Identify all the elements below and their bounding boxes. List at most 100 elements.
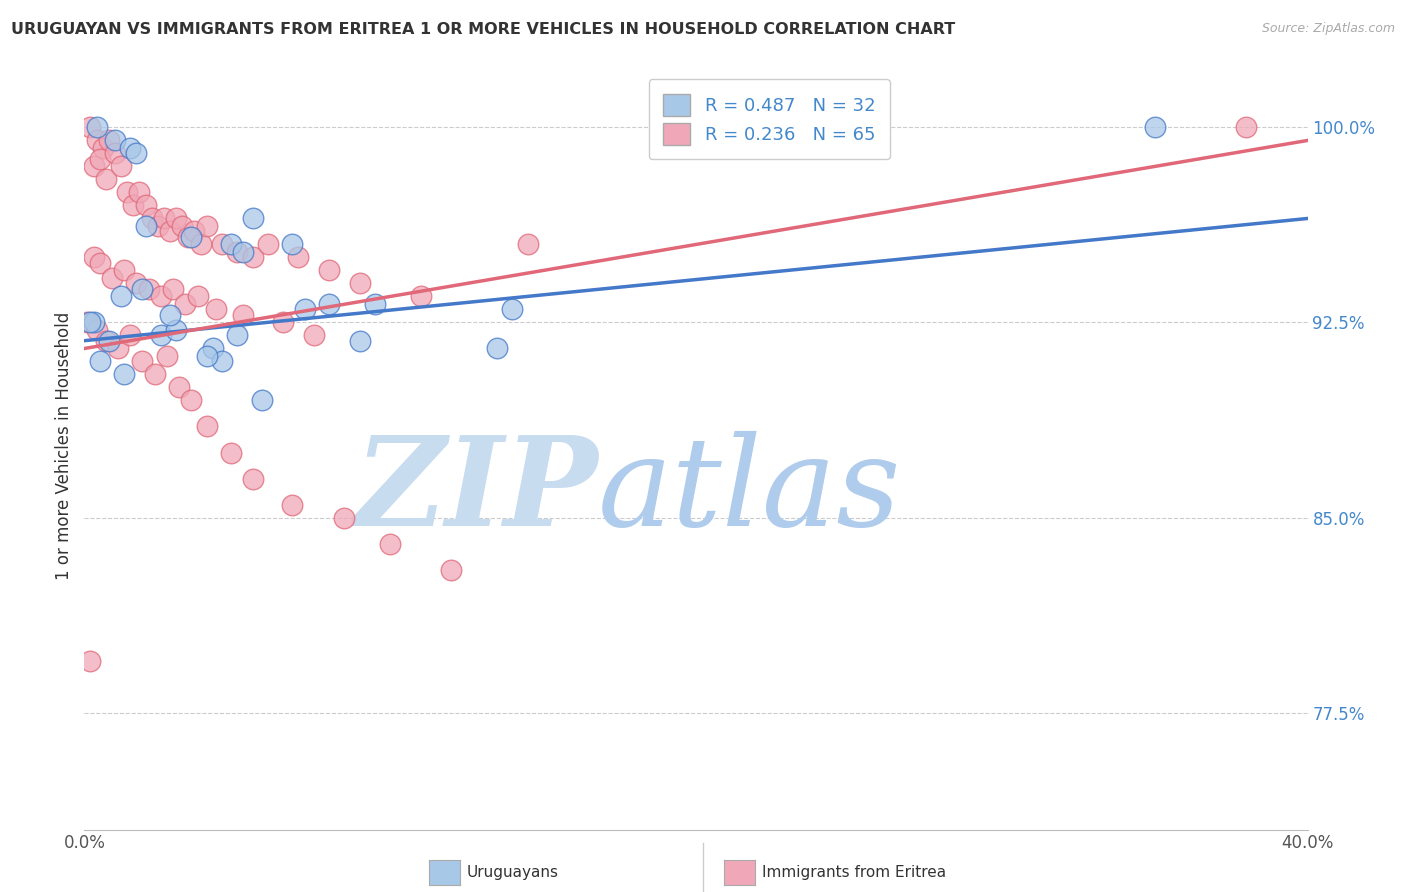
Point [302, 328, 325, 343]
Point [226, 245, 249, 260]
Point [287, 251, 309, 265]
Point [318, 263, 340, 277]
Point [135, 198, 157, 212]
Text: URUGUAYAN VS IMMIGRANTS FROM ERITREA 1 OR MORE VEHICLES IN HOUSEHOLD CORRELATION: URUGUAYAN VS IMMIGRANTS FROM ERITREA 1 O… [11, 22, 956, 37]
Point [94, 334, 117, 348]
Point [177, 229, 200, 244]
Text: Immigrants from Eritrea: Immigrants from Eritrea [762, 865, 946, 880]
Point [232, 245, 254, 260]
Point [195, 419, 218, 434]
Point [120, 141, 142, 155]
Point [135, 219, 157, 234]
Point [281, 498, 304, 512]
Text: Source: ZipAtlas.com: Source: ZipAtlas.com [1261, 22, 1395, 36]
Point [115, 186, 138, 200]
Point [1236, 120, 1258, 135]
Point [143, 368, 166, 382]
Point [281, 237, 304, 252]
Point [153, 211, 176, 226]
Point [180, 229, 202, 244]
Point [146, 219, 169, 234]
Point [211, 237, 233, 252]
Point [159, 308, 181, 322]
Point [364, 297, 387, 311]
Point [131, 282, 153, 296]
Point [97, 133, 120, 147]
Point [79, 654, 101, 668]
Point [219, 237, 242, 252]
Point [83, 251, 105, 265]
Point [380, 536, 402, 550]
Point [242, 211, 264, 226]
Point [502, 302, 524, 317]
Point [409, 289, 432, 303]
Point [76, 316, 98, 330]
Point [79, 316, 101, 330]
Point [107, 342, 129, 356]
Point [486, 342, 509, 356]
Point [211, 354, 233, 368]
Point [141, 211, 163, 226]
Point [318, 297, 340, 311]
Point [159, 224, 181, 238]
Point [250, 393, 273, 408]
Point [125, 146, 148, 161]
Point [89, 354, 111, 368]
Point [110, 289, 132, 303]
Point [97, 334, 120, 348]
Point [83, 316, 105, 330]
Point [156, 349, 179, 363]
Point [162, 282, 184, 296]
Point [232, 308, 254, 322]
Point [89, 255, 111, 269]
Text: Uruguayans: Uruguayans [467, 865, 558, 880]
Point [112, 368, 135, 382]
Point [333, 510, 356, 524]
Point [205, 302, 228, 317]
Point [91, 141, 114, 155]
Point [294, 302, 316, 317]
Point [440, 562, 463, 576]
Point [271, 316, 294, 330]
Point [149, 328, 172, 343]
Point [104, 146, 127, 161]
Point [183, 224, 205, 238]
Point [190, 237, 212, 252]
Point [110, 160, 132, 174]
Point [149, 289, 172, 303]
Point [89, 152, 111, 166]
Text: ZIP: ZIP [354, 431, 598, 553]
Point [242, 471, 264, 485]
Point [257, 237, 280, 252]
Point [101, 271, 124, 285]
Point [195, 219, 218, 234]
Point [120, 328, 142, 343]
Point [1143, 120, 1166, 135]
Point [226, 328, 249, 343]
Point [128, 186, 150, 200]
Point [104, 133, 127, 147]
Point [112, 263, 135, 277]
Point [186, 289, 208, 303]
Point [349, 334, 371, 348]
Point [172, 219, 194, 234]
Point [131, 354, 153, 368]
Point [125, 277, 148, 291]
Point [516, 237, 538, 252]
Point [201, 342, 224, 356]
Point [86, 133, 108, 147]
Point [122, 198, 145, 212]
Point [138, 282, 160, 296]
Point [180, 393, 202, 408]
Y-axis label: 1 or more Vehicles in Household: 1 or more Vehicles in Household [55, 312, 73, 580]
Point [83, 160, 105, 174]
Point [219, 445, 242, 459]
Point [86, 120, 108, 135]
Point [86, 323, 108, 337]
Point [195, 349, 218, 363]
Point [349, 277, 371, 291]
Point [167, 380, 190, 394]
Point [94, 172, 117, 186]
Point [79, 120, 101, 135]
Point [242, 251, 264, 265]
